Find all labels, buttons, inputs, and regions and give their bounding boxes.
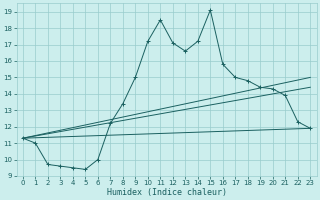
X-axis label: Humidex (Indice chaleur): Humidex (Indice chaleur)	[107, 188, 227, 197]
